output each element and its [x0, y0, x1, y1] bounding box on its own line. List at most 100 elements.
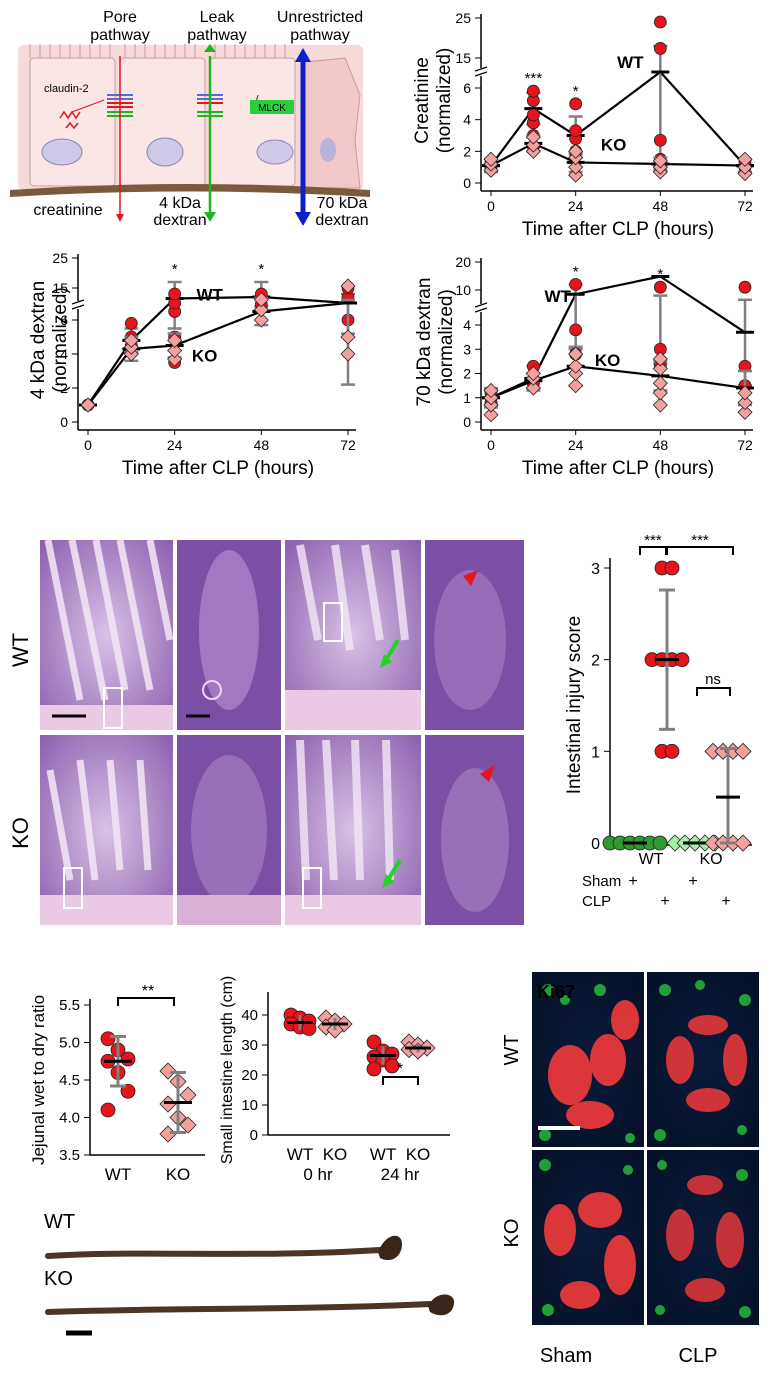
- data-point-WT: [124, 316, 138, 330]
- x-tick-label: KO: [166, 1165, 191, 1184]
- series-label-WT: WT: [196, 286, 223, 305]
- data-point-KO: [737, 385, 753, 401]
- x-tick-label: 0: [487, 437, 495, 453]
- series-label-KO: KO: [595, 351, 621, 370]
- group-marker: +: [628, 873, 637, 890]
- data-point-KO: [525, 137, 541, 153]
- data-point-KO: [179, 1086, 197, 1104]
- data-point-KO: [253, 292, 269, 308]
- unrestricted-pathway-label: Unrestricted pathway: [277, 9, 363, 44]
- series-label-KO: KO: [601, 135, 627, 154]
- data-point-KO: [737, 151, 753, 167]
- row-label-clp: CLP: [582, 893, 611, 910]
- x-tick-label: 0: [487, 198, 495, 214]
- data-point-WT: [569, 323, 583, 337]
- significance-bracket: [117, 997, 175, 1006]
- data-point-KO: [483, 407, 499, 423]
- y-axis-label: Jejunal wet to dry ratio: [29, 995, 48, 1165]
- y-tick-label: 5.0: [59, 1035, 80, 1052]
- data-point-WT: [653, 15, 667, 29]
- x-axis-label: Time after CLP (hours): [522, 458, 714, 479]
- histology-row-label-wt: WT: [8, 633, 33, 667]
- data-point-WT: [120, 1051, 136, 1067]
- y-tick-label: 30: [241, 1037, 258, 1054]
- ki67-panels: WT KO: [501, 972, 759, 1367]
- group-marker: +: [660, 893, 669, 910]
- data-point-KO: [167, 351, 183, 367]
- y-tick-label: 0: [591, 836, 600, 853]
- significance-marker: *: [258, 261, 264, 278]
- dextran70-chart: 0 24 48 72 Time after CLP (hours) 0 1 2 3 4 10 20 70…: [414, 254, 754, 479]
- significance-marker: **: [142, 983, 154, 1000]
- data-point-KO: [652, 397, 668, 413]
- data-point-WT: [653, 42, 667, 55]
- group-label-ko: KO: [699, 851, 722, 868]
- group-label-wt: WT: [639, 851, 664, 868]
- y-tick-label: 5.5: [59, 997, 80, 1014]
- data-point-WT: [526, 84, 540, 98]
- ki67-row-label-ko: KO: [501, 1219, 523, 1248]
- data-point-KO: [167, 332, 183, 348]
- significance-marker: ***: [525, 70, 543, 87]
- x-tick-label: WT: [105, 1165, 131, 1184]
- intestine-label-wt: WT: [44, 1211, 75, 1233]
- y-tick-label: 25: [52, 250, 68, 266]
- timepoint-label: 0 hr: [303, 1165, 333, 1184]
- y-tick-label: 4: [463, 112, 471, 128]
- data-point-KO: [652, 375, 668, 391]
- dextran4-label: 4 kDa dextran: [153, 195, 206, 229]
- group-marker: +: [721, 893, 730, 910]
- y-tick-label: 3.5: [59, 1147, 80, 1164]
- y-tick-label: 0: [60, 414, 68, 430]
- x-tick-label: 72: [340, 437, 356, 453]
- data-point-KO: [179, 1116, 197, 1134]
- data-point-WT 24 hr: [384, 1058, 400, 1074]
- significance-marker: *: [657, 266, 663, 283]
- y-tick-label: 4.0: [59, 1110, 80, 1127]
- data-point-WT: [100, 1031, 116, 1047]
- significance-marker: ns: [705, 671, 721, 688]
- data-point-KO: [652, 361, 668, 377]
- y-tick-label: 3: [463, 341, 471, 357]
- y-tick-label: 10: [455, 282, 471, 298]
- data-point-KO: [737, 395, 753, 411]
- y-tick-label: 2: [463, 366, 471, 382]
- data-point-WT: [569, 124, 583, 138]
- data-point-KO: [159, 1062, 177, 1080]
- y-axis-label: Intestinal injury score: [564, 616, 585, 794]
- ki67-label: Ki67: [537, 982, 575, 1002]
- x-axis-label: Time after CLP (hours): [522, 219, 714, 240]
- data-point-KO: [80, 397, 96, 413]
- data-point-KO: [568, 143, 584, 159]
- y-tick-label: 4: [60, 346, 68, 362]
- data-point-CLP KO: [734, 742, 752, 760]
- data-point-KO: [737, 159, 753, 175]
- data-point-WT: [569, 97, 583, 111]
- y-tick-label: 40: [241, 1007, 258, 1024]
- leak-pathway-label: Leak pathway: [187, 9, 247, 44]
- x-tick-label: 48: [653, 437, 669, 453]
- row-label-sham: Sham: [582, 873, 621, 890]
- claudin-2-label: claudin-2: [44, 83, 89, 95]
- significance-marker: ***: [644, 532, 662, 549]
- axis-break: [474, 66, 488, 77]
- y-tick-label: 0: [463, 414, 471, 430]
- data-point-WT: [526, 108, 540, 122]
- significance-marker: *: [573, 83, 579, 100]
- data-point-KO: [340, 278, 356, 294]
- x-tick-label: KO: [323, 1145, 348, 1164]
- significance-marker: *: [573, 263, 579, 280]
- y-tick-label: 10: [241, 1097, 258, 1114]
- histology-row-label-ko: KO: [8, 817, 33, 849]
- timepoint-label: 24 hr: [381, 1165, 420, 1184]
- data-point-WT 24 hr: [366, 1034, 382, 1050]
- data-point-WT: [120, 1083, 136, 1099]
- y-tick-label: 20: [241, 1067, 258, 1084]
- data-point-CLP KO: [734, 834, 752, 852]
- data-point-WT: [738, 280, 752, 294]
- y-tick-label: 15: [455, 50, 471, 66]
- data-point-Sham WT: [652, 835, 668, 851]
- y-tick-label: 1: [591, 744, 600, 761]
- x-tick-label: 24: [568, 437, 584, 453]
